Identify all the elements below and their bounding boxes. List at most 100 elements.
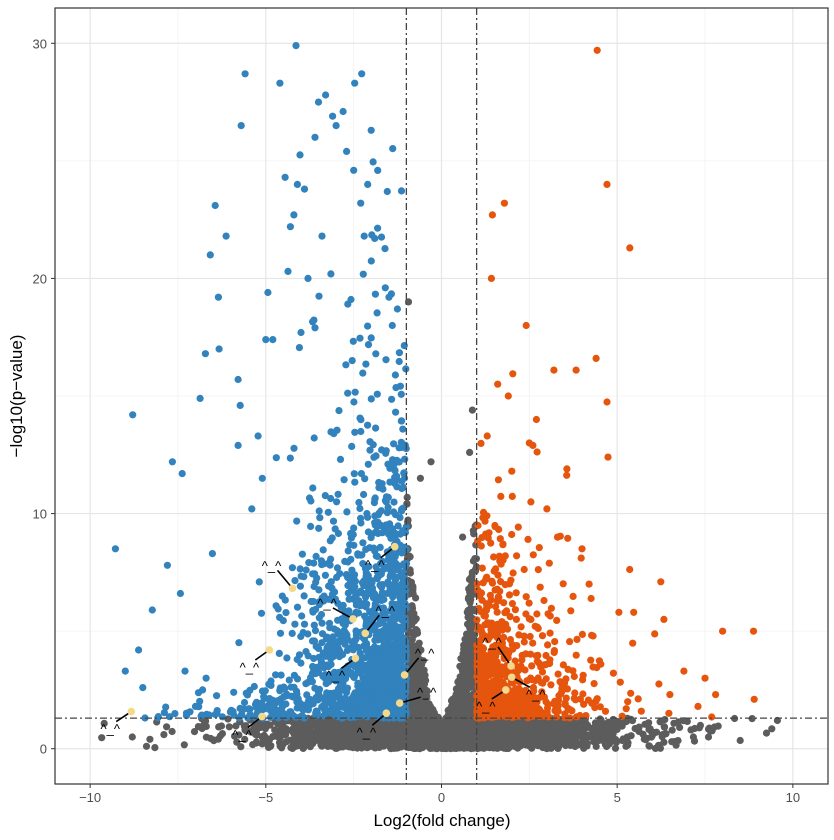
ns-point [151,744,158,751]
ns-point [327,741,334,748]
ns-point [622,743,629,750]
ns-point [659,731,666,738]
ns-point [542,721,549,728]
ns-point [661,716,668,723]
ns-point [413,722,420,729]
ns-point [486,744,493,751]
ns-point [363,744,370,751]
ns-point [203,734,210,741]
ns-point [292,724,299,731]
gridlines [55,8,828,784]
ns-point [441,723,448,730]
ns-point [259,740,266,747]
ns-point [648,734,655,741]
ns-point [421,672,428,679]
ns-point [346,743,353,750]
ns-point [460,710,467,717]
ns-point [521,722,528,729]
ns-point [491,725,498,732]
ns-point [430,733,437,740]
ns-point [505,721,512,728]
down-point [392,409,399,416]
ns-point [379,732,386,739]
ns-point [691,738,698,745]
ns-point [469,569,476,576]
ns-point [438,743,445,750]
ns-point [715,723,722,730]
ns-point [404,494,411,501]
ns-point [552,738,559,745]
ns-point [410,675,417,682]
ns-point [605,722,612,729]
ns-point [497,730,504,737]
ns-point [465,632,472,639]
ns-point [645,742,652,749]
ns-point [335,725,342,732]
ns-point [641,721,648,728]
ns-point [342,729,349,736]
ns-point [273,733,280,740]
ns-point [458,679,465,686]
ns-point [262,725,269,732]
ns-point [305,739,312,746]
ns-point [163,723,170,730]
ns-point [404,734,411,741]
down-point [342,361,349,368]
ns-point [526,731,533,738]
ns-point [467,605,474,612]
ns-point [768,725,775,732]
ns-point [489,733,496,740]
ns-point [610,716,617,723]
ns-point [661,724,668,731]
ns-point [585,731,592,738]
ns-point [393,741,400,748]
ns-point [469,728,476,735]
ns-point [596,735,603,742]
ns-point [467,596,474,603]
ns-point [295,742,302,749]
ns-point [434,721,441,728]
ns-point [411,739,418,746]
ns-point [395,731,402,738]
ns-point [237,743,244,750]
down-point [337,456,344,463]
ns-point [407,553,414,560]
ns-point [545,742,552,749]
ns-point [326,732,333,739]
ns-point [674,737,681,744]
ns-point [669,727,676,734]
ns-point [449,744,456,751]
ns-point [169,728,176,735]
ns-point [316,719,323,726]
ns-point [556,722,563,729]
ns-point [660,739,667,746]
ns-point [618,721,625,728]
ns-point [422,718,429,725]
down-point [374,225,381,232]
ns-point [564,737,571,744]
ns-point [603,742,610,749]
ns-point [418,739,425,746]
ns-point [271,726,278,733]
ns-point [595,729,602,736]
ns-point [451,706,458,713]
ns-point [467,621,474,628]
ns-point [554,745,561,752]
ns-point [639,731,646,738]
ns-point [676,724,683,731]
ns-point [459,666,466,673]
ns-point [515,727,522,734]
ns-point [575,741,582,748]
ns-point [444,737,451,744]
ns-point [292,733,299,740]
ns-point [349,729,356,736]
ns-point [191,728,198,735]
ns-point [277,726,284,733]
ns-point [215,723,222,730]
ns-point [258,733,265,740]
ns-point [568,728,575,735]
ns-point [305,730,312,737]
ns-point [507,743,514,750]
ns-point [411,733,418,740]
ns-point [453,700,460,707]
